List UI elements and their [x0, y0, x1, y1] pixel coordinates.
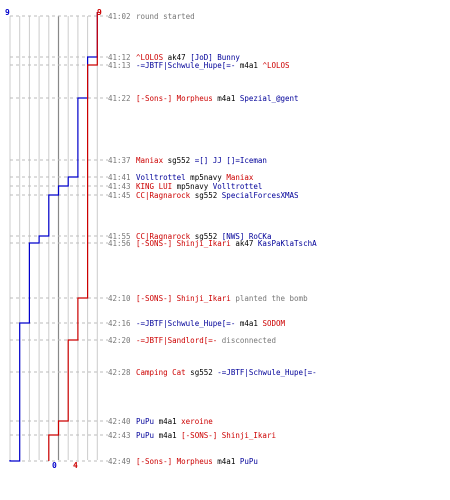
event-text: ^LOLOS ak47 [JoD] Bunny: [136, 53, 240, 62]
event-text-part: mp5navy: [186, 173, 227, 182]
event-list: 41:02 round started 41:12 ^LOLOS ak47 [JoD]…: [108, 12, 317, 466]
event-text-part: planted the bomb: [231, 294, 308, 303]
event-text-part: =[] JJ []=Iceman: [195, 156, 267, 165]
event-text-part: m4a1: [213, 94, 240, 103]
event-text-part: m4a1: [213, 457, 240, 466]
event-text-part: Maniax: [136, 156, 164, 165]
event-text-part: sg552: [186, 368, 218, 377]
event-text-part: -=JBTF|Sandlord[=-: [136, 336, 217, 345]
event-text-part: disconnected: [217, 336, 276, 345]
event-text-part: SpecialForcesXMAS: [222, 191, 299, 200]
event-text-part: ak47: [231, 239, 258, 248]
event-text-part: SODOM: [262, 319, 285, 328]
event-text: PuPu m4a1 xeroine: [136, 417, 213, 426]
event-text: -=JBTF|Schwule_Hupe[=- m4a1 ^LOLOS: [136, 61, 290, 70]
red-scale-bottom: 4: [73, 461, 78, 470]
event-text-part: ak47: [163, 53, 190, 62]
series-line: [48, 12, 98, 461]
event-text-part: ^LOLOS: [262, 61, 290, 70]
event-text-part: [-SONS-] Shinji_Ikari: [136, 239, 231, 248]
event-text-part: CC|Ragnarock: [136, 232, 191, 241]
event-text: [-Sons-] Morpheus m4a1 PuPu: [136, 457, 258, 466]
event-time: 41:13: [108, 61, 131, 70]
event-text-part: Spezial_@gent: [240, 94, 299, 103]
event-text: KING LUI mp5navy Volltrottel: [136, 182, 262, 191]
event-text: Maniax sg552 =[] JJ []=Iceman: [136, 156, 267, 165]
event-text-part: [-Sons-] Morpheus: [136, 457, 213, 466]
event-time: 42:49: [108, 457, 131, 466]
event-text-part: KasPaKlaTschA: [258, 239, 317, 248]
event-text-part: PuPu: [240, 457, 258, 466]
event-text-part: round started: [136, 12, 195, 21]
event-text-part: sg552: [163, 156, 195, 165]
chart-series: [9, 12, 98, 462]
event-text-part: m4a1: [154, 417, 181, 426]
event-text-part: xeroine: [181, 417, 213, 426]
red-scale-top: 9: [97, 8, 102, 17]
event-time: 42:28: [108, 368, 131, 377]
event-text-part: mp5navy: [172, 182, 213, 191]
event-time: 41:45: [108, 191, 131, 200]
event-text: [-Sons-] Morpheus m4a1 Spezial_@gent: [136, 94, 299, 103]
event-text-part: KING LUI: [136, 182, 172, 191]
event-time: 41:02: [108, 12, 131, 21]
event-time: 41:55: [108, 232, 131, 241]
chart-grid: [9, 15, 108, 462]
blue-scale-top: 9: [5, 8, 10, 17]
event-text-part: [NWS] RoCKa: [222, 232, 272, 241]
event-text: Volltrottel mp5navy Maniax: [136, 173, 254, 182]
event-time: 41:22: [108, 94, 131, 103]
event-text-part: Volltrottel: [136, 173, 186, 182]
event-text-part: -=JBTF|Schwule_Hupe[=-: [217, 368, 316, 377]
event-text: -=JBTF|Sandlord[=- disconnected: [136, 336, 276, 345]
blue-scale-bottom: 0: [52, 461, 57, 470]
event-text-part: sg552: [190, 232, 222, 241]
event-text-part: [JoD] Bunny: [190, 53, 240, 62]
event-text-part: m4a1: [235, 319, 262, 328]
event-text-part: [-Sons-] Morpheus: [136, 94, 213, 103]
event-text-part: [-SONS-] Shinji_Ikari: [181, 431, 276, 440]
event-time: 41:43: [108, 182, 131, 191]
event-text-part: m4a1: [154, 431, 181, 440]
event-text-part: -=JBTF|Schwule_Hupe[=-: [136, 61, 235, 70]
event-time: 42:20: [108, 336, 131, 345]
event-text: CC|Ragnarock sg552 SpecialForcesXMAS: [136, 191, 299, 200]
event-text: [-SONS-] Shinji_Ikari planted the bomb: [136, 294, 308, 303]
event-time: 41:12: [108, 53, 131, 62]
event-text-part: [-SONS-] Shinji_Ikari: [136, 294, 231, 303]
event-text: round started: [136, 12, 195, 21]
event-text-part: Volltrottel: [213, 182, 263, 191]
event-time: 42:16: [108, 319, 131, 328]
event-text-part: m4a1: [235, 61, 262, 70]
event-time: 42:10: [108, 294, 131, 303]
event-text-part: PuPu: [136, 431, 154, 440]
event-text-part: sg552: [190, 191, 222, 200]
event-time: 41:56: [108, 239, 131, 248]
event-text: [-SONS-] Shinji_Ikari ak47 KasPaKlaTschA: [136, 239, 317, 248]
event-text-part: PuPu: [136, 417, 154, 426]
event-text-part: Camping Cat: [136, 368, 186, 377]
event-text-part: ^LOLOS: [136, 53, 164, 62]
event-text-part: Maniax: [226, 173, 254, 182]
event-time: 42:40: [108, 417, 131, 426]
event-text-part: -=JBTF|Schwule_Hupe[=-: [136, 319, 235, 328]
event-text-part: CC|Ragnarock: [136, 191, 191, 200]
event-time: 41:37: [108, 156, 131, 165]
event-text: CC|Ragnarock sg552 [NWS] RoCKa: [136, 232, 271, 241]
event-time: 41:41: [108, 173, 131, 182]
event-text: Camping Cat sg552 -=JBTF|Schwule_Hupe[=-: [136, 368, 317, 377]
event-time: 42:43: [108, 431, 131, 440]
event-text: -=JBTF|Schwule_Hupe[=- m4a1 SODOM: [136, 319, 285, 328]
event-text: PuPu m4a1 [-SONS-] Shinji_Ikari: [136, 431, 276, 440]
